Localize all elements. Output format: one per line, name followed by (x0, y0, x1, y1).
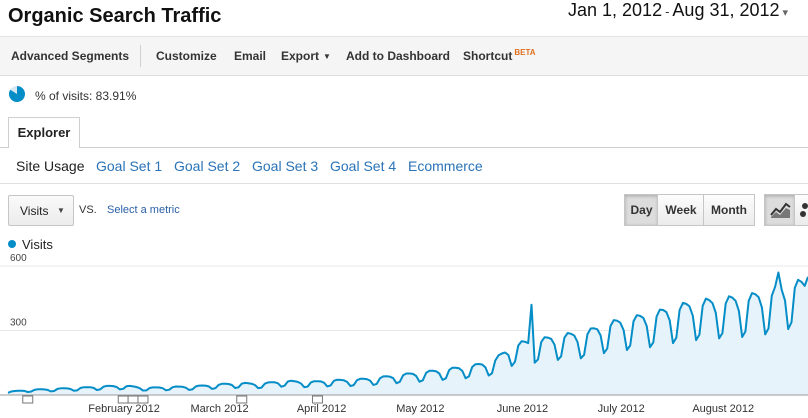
x-tick-label: June 2012 (497, 403, 548, 415)
add-to-dashboard-button[interactable]: Add to Dashboard (346, 49, 450, 63)
shortcut-button[interactable]: Shortcut BETA (463, 48, 536, 63)
shortcut-label: Shortcut (463, 49, 513, 63)
export-button[interactable]: Export ▼ (281, 49, 331, 63)
x-tick-label: February 2012 (88, 403, 160, 415)
metric-group-nav: Site Usage Goal Set 1 Goal Set 2 Goal Se… (0, 158, 808, 176)
series-line-visits (7, 271, 808, 394)
advanced-segments-button[interactable]: Advanced Segments (11, 49, 130, 63)
email-button[interactable]: Email (234, 49, 267, 63)
select-metric-link[interactable]: Select a metric (107, 204, 180, 216)
subnav-site-usage[interactable]: Site Usage (16, 158, 85, 174)
caret-down-icon: ▼ (323, 52, 331, 61)
x-tick-label: July 2012 (598, 403, 645, 415)
report-toolbar: Advanced Segments Customize Email Export… (0, 36, 808, 76)
subnav-ecommerce[interactable]: Ecommerce (408, 158, 483, 174)
annotation-marker-icon (22, 395, 34, 404)
line-chart-icon (770, 202, 791, 218)
annotation-marker-icon (117, 395, 129, 404)
beta-badge: BETA (514, 48, 536, 57)
chevron-down-icon[interactable]: ▾ (782, 7, 789, 19)
subnav-goal-set-2[interactable]: Goal Set 2 (174, 158, 241, 174)
date-start: Jan 1, 2012 (568, 0, 663, 20)
annotation-marker-icon (311, 395, 323, 404)
vs-label: VS. (79, 204, 97, 216)
subnav-goal-set-1[interactable]: Goal Set 1 (96, 158, 163, 174)
caret-down-icon: ▼ (57, 206, 65, 215)
annotation-marker-icon (236, 395, 248, 404)
x-tick-label: May 2012 (396, 403, 444, 415)
title-bar: Organic Search Traffic Jan 1, 2012- Aug 3… (0, 0, 808, 36)
chart-legend: Visits (8, 237, 53, 252)
motion-chart-icon (800, 203, 808, 217)
subnav-goal-set-3[interactable]: Goal Set 3 (252, 158, 319, 174)
y-tick-label-300: 300 (10, 318, 27, 329)
date-range-picker[interactable]: Jan 1, 2012- Aug 31, 2012 ▾ (568, 0, 788, 24)
series-area-visits (8, 272, 808, 395)
page-title: Organic Search Traffic (8, 5, 222, 27)
granularity-day-button[interactable]: Day (624, 194, 659, 226)
toolbar-divider (140, 45, 141, 67)
export-label: Export (281, 49, 320, 63)
series-color-dot (8, 240, 16, 248)
annotation-marker-icon (137, 395, 149, 404)
legend-visits-label: Visits (22, 237, 53, 252)
subnav-goal-set-4[interactable]: Goal Set 4 (330, 158, 397, 174)
y-tick-label-600: 600 (10, 253, 27, 264)
customize-button[interactable]: Customize (156, 49, 217, 63)
x-tick-label: March 2012 (190, 403, 248, 415)
line-chart-button[interactable] (764, 194, 796, 226)
x-tick-label: August 2012 (692, 403, 754, 415)
tab-explorer[interactable]: Explorer (8, 117, 80, 148)
date-separator: - (665, 4, 670, 19)
visits-line-chart: 300 600 February 2012 March 2012 April 2012 M… (0, 253, 808, 415)
segment-percent-text: % of visits: 83.91% (35, 89, 137, 103)
annotation-marker-icon (127, 395, 139, 404)
granularity-week-button[interactable]: Week (657, 194, 705, 226)
metric-dropdown[interactable]: Visits ▼ (8, 195, 74, 226)
section-divider (0, 183, 808, 184)
metric-dropdown-label: Visits (20, 204, 49, 218)
granularity-month-button[interactable]: Month (703, 194, 755, 226)
date-end: Aug 31, 2012 (672, 0, 780, 20)
x-tick-label: April 2012 (297, 403, 347, 415)
motion-chart-button[interactable] (794, 194, 808, 226)
pie-chart-icon (8, 86, 25, 102)
tab-underline (0, 147, 808, 148)
